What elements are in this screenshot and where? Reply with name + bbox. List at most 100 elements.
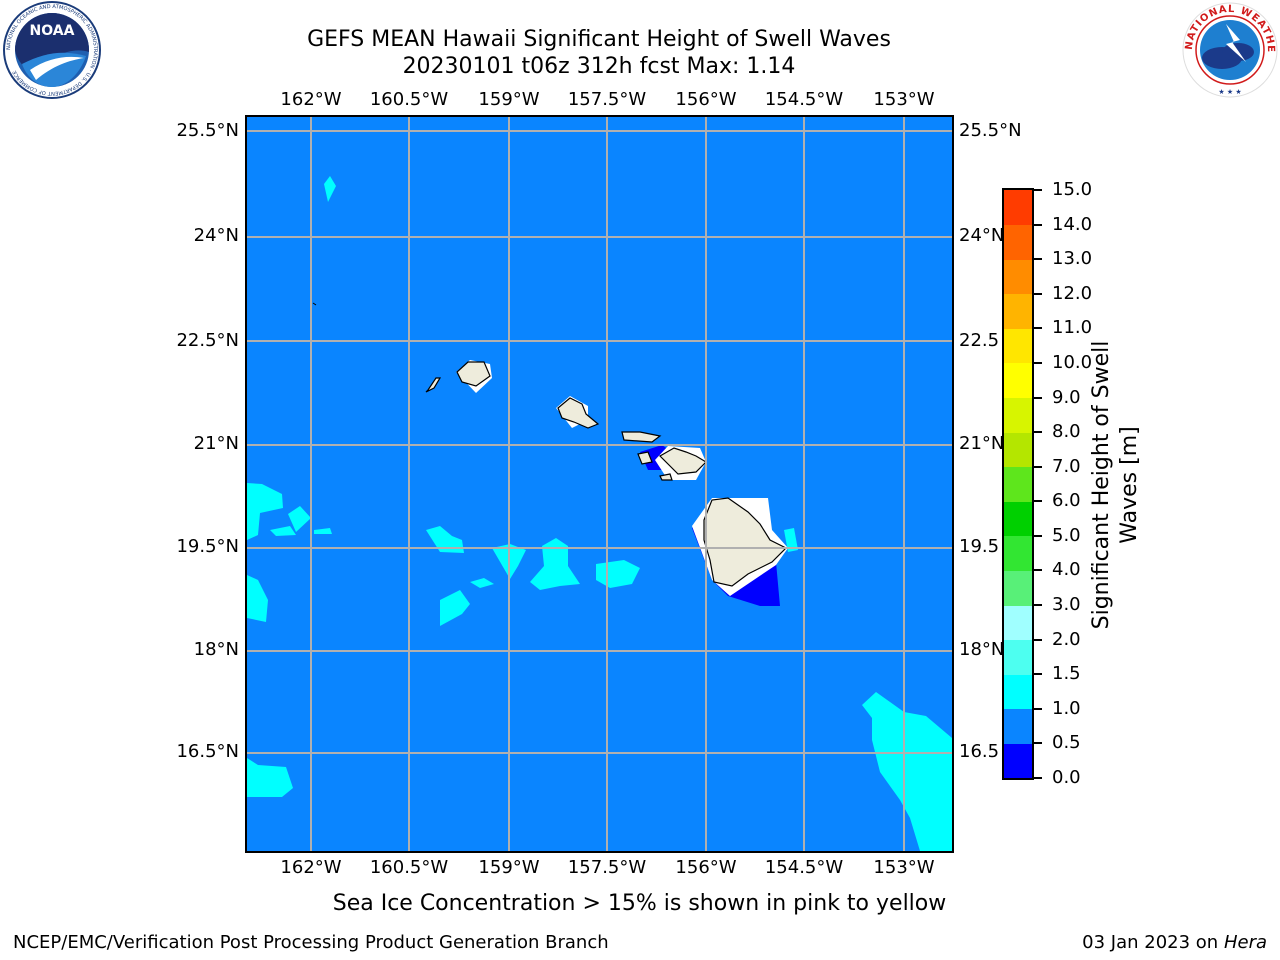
colorbar-tick bbox=[1034, 742, 1042, 745]
colorbar-tick bbox=[1034, 777, 1042, 779]
colorbar-tick bbox=[1034, 534, 1042, 537]
swell-light-region bbox=[314, 528, 332, 534]
top-lon-label: 157.5°W bbox=[567, 89, 647, 110]
colorbar-title: Significant Height of Swell Waves [m] bbox=[1089, 340, 1142, 630]
footer-credit: NCEP/EMC/Verification Post Processing Pr… bbox=[13, 932, 609, 953]
swell-light-region bbox=[530, 538, 580, 590]
colorbar-tick bbox=[1034, 396, 1042, 399]
colorbar-tick bbox=[1034, 189, 1042, 191]
colorbar-segment bbox=[1004, 743, 1032, 779]
noaa-logo: NOAA NATIONAL OCEANIC AND ATMOSPHERIC AD… bbox=[3, 1, 101, 99]
colorbar-tick-label: 14.0 bbox=[1052, 213, 1093, 235]
colorbar-tick-label: 8.0 bbox=[1052, 421, 1081, 443]
colorbar-segment bbox=[1004, 674, 1032, 710]
colorbar-segment bbox=[1004, 466, 1032, 502]
colorbar-tick-label: 9.0 bbox=[1052, 386, 1081, 408]
bottom-lon-label: 156°W bbox=[675, 857, 737, 878]
top-lon-label: 153°W bbox=[873, 89, 935, 110]
colorbar-tick bbox=[1034, 707, 1042, 710]
top-lon-label: 160.5°W bbox=[369, 89, 449, 110]
colorbar-segment bbox=[1004, 535, 1032, 571]
colorbar-tick bbox=[1034, 465, 1042, 468]
colorbar-tick bbox=[1034, 673, 1042, 676]
colorbar-tick-label: 1.0 bbox=[1052, 697, 1081, 719]
colorbar-tick-label: 11.0 bbox=[1052, 317, 1093, 339]
bottom-lon-label: 154.5°W bbox=[764, 857, 844, 878]
colorbar-tick-label: 13.0 bbox=[1052, 248, 1093, 270]
right-lat-label: 19.5 bbox=[959, 536, 1000, 557]
left-lat-label: 25.5°N bbox=[176, 120, 239, 141]
colorbar-segment bbox=[1004, 501, 1032, 537]
colorbar-tick-label: 2.0 bbox=[1052, 628, 1081, 650]
swell-light-region bbox=[784, 528, 798, 552]
nws-logo: NATIONAL WEATHER SERVICE ★ ★ ★ bbox=[1180, 0, 1278, 98]
colorbar-tick bbox=[1034, 604, 1042, 607]
colorbar-tick bbox=[1034, 361, 1042, 364]
colorbar bbox=[1002, 188, 1034, 780]
colorbar-tick-label: 1.5 bbox=[1052, 663, 1081, 685]
swell-light-region bbox=[470, 578, 494, 588]
island-niihau bbox=[425, 377, 442, 393]
colorbar-tick bbox=[1034, 327, 1042, 330]
island-molokai bbox=[621, 431, 662, 443]
swell-light-region bbox=[288, 506, 311, 532]
right-lat-label: 24°N bbox=[959, 225, 1005, 246]
left-lat-label: 18°N bbox=[193, 639, 239, 660]
footer-host: Hera bbox=[1223, 932, 1267, 953]
colorbar-tick-label: 15.0 bbox=[1052, 179, 1093, 200]
colorbar-tick bbox=[1034, 500, 1042, 503]
colorbar-tick bbox=[1034, 292, 1042, 295]
colorbar-tick bbox=[1034, 431, 1042, 434]
bottom-lon-label: 157.5°W bbox=[567, 857, 647, 878]
colorbar-segment bbox=[1004, 432, 1032, 468]
sea-ice-note: Sea Ice Concentration > 15% is shown in … bbox=[332, 891, 947, 916]
colorbar-tick-label: 0.5 bbox=[1052, 732, 1081, 754]
bottom-lon-label: 153°W bbox=[873, 857, 935, 878]
colorbar-segment bbox=[1004, 362, 1032, 399]
footer-date: 03 Jan 2023 on Hera bbox=[1082, 932, 1267, 954]
swell-light-region bbox=[426, 526, 464, 553]
top-lon-label: 162°W bbox=[280, 89, 342, 110]
top-lon-label: 156°W bbox=[675, 89, 737, 110]
noaa-logo-text: NOAA bbox=[30, 23, 75, 39]
island-kahoolawe bbox=[659, 473, 673, 481]
swell-light-region bbox=[247, 483, 283, 540]
swell-light-region bbox=[270, 526, 296, 536]
colorbar-tick-label: 6.0 bbox=[1052, 490, 1081, 512]
swell-light-region bbox=[247, 575, 268, 622]
island-hawaii bbox=[703, 497, 788, 587]
graticule bbox=[247, 117, 952, 851]
swell-light-region bbox=[324, 176, 336, 202]
bottom-lon-label: 159°W bbox=[478, 857, 540, 878]
colorbar-tick bbox=[1034, 258, 1042, 261]
colorbar-segment bbox=[1004, 397, 1032, 433]
right-lat-label: 18°N bbox=[959, 639, 1005, 660]
colorbar-segment bbox=[1004, 605, 1032, 641]
map-panel bbox=[245, 115, 954, 853]
footer-date-text: 03 Jan 2023 on bbox=[1082, 932, 1224, 953]
left-lat-label: 22.5°N bbox=[176, 330, 239, 351]
colorbar-tick-label: 7.0 bbox=[1052, 455, 1081, 477]
island-lanai bbox=[637, 451, 653, 465]
top-lon-label: 159°W bbox=[478, 89, 540, 110]
map-canvas bbox=[247, 117, 952, 851]
left-lat-label: 24°N bbox=[193, 225, 239, 246]
colorbar-tick-label: 0.0 bbox=[1052, 767, 1081, 788]
left-lat-label: 16.5°N bbox=[176, 741, 239, 762]
right-lat-label: 25.5°N bbox=[959, 120, 1022, 141]
colorbar-tick-label: 12.0 bbox=[1052, 282, 1093, 304]
colorbar-tick-label: 10.0 bbox=[1052, 351, 1093, 373]
colorbar-segment bbox=[1004, 224, 1032, 260]
chart-subtitle: 20230101 t06z 312h fcst Max: 1.14 bbox=[402, 54, 796, 79]
right-lat-label: 21°N bbox=[959, 433, 1005, 454]
bottom-lon-label: 162°W bbox=[280, 857, 342, 878]
svg-text:★ ★ ★: ★ ★ ★ bbox=[1218, 88, 1241, 96]
swell-light-region bbox=[440, 590, 470, 626]
swell-light-region bbox=[247, 758, 293, 797]
chart-title: GEFS MEAN Hawaii Significant Height of S… bbox=[307, 27, 891, 52]
colorbar-tick-label: 5.0 bbox=[1052, 524, 1081, 546]
swell-low-region bbox=[692, 520, 780, 606]
colorbar-tick bbox=[1034, 569, 1042, 572]
bottom-lon-label: 160.5°W bbox=[369, 857, 449, 878]
colorbar-segment bbox=[1004, 190, 1032, 226]
